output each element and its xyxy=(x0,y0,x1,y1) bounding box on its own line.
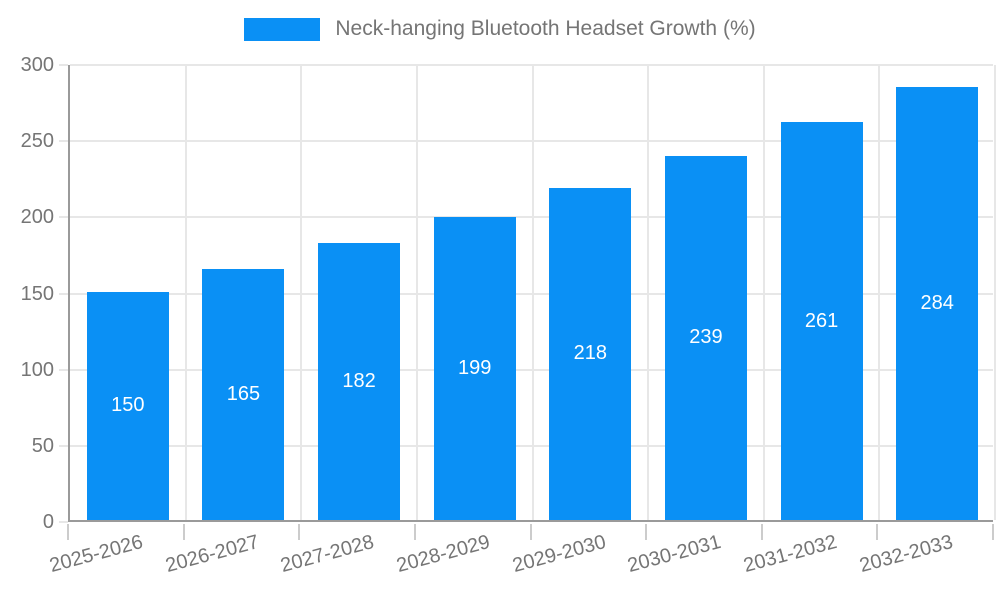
x-axis-label: 2030-2031 xyxy=(625,531,724,578)
bar-value-label: 284 xyxy=(920,292,954,315)
bar-value-label: 182 xyxy=(342,369,376,392)
bar: 261 xyxy=(780,122,863,520)
x-gridline xyxy=(415,65,418,520)
x-tick xyxy=(182,524,185,540)
x-gridline xyxy=(762,65,765,520)
bar: 182 xyxy=(318,242,401,520)
bar: 165 xyxy=(202,268,285,520)
x-tick xyxy=(298,524,301,540)
bar-value-label: 239 xyxy=(689,326,723,349)
x-gridline xyxy=(300,65,303,520)
y-tick xyxy=(59,292,68,295)
bar: 150 xyxy=(86,291,169,520)
bar: 239 xyxy=(664,155,747,520)
x-gridline xyxy=(647,65,650,520)
bar-value-label: 150 xyxy=(111,394,145,417)
y-axis-label: 150 xyxy=(20,282,54,305)
y-axis-label: 250 xyxy=(20,130,54,153)
x-axis-label: 2027-2028 xyxy=(278,531,377,578)
bar: 284 xyxy=(896,87,979,520)
x-tick xyxy=(992,524,994,540)
y-tick xyxy=(59,216,68,219)
bar: 199 xyxy=(433,216,516,520)
x-axis-label: 2028-2029 xyxy=(394,531,493,578)
plot-area: 150 165 182 199 218 239 261 284 xyxy=(68,64,996,522)
x-tick xyxy=(529,524,532,540)
bar: 218 xyxy=(549,187,632,520)
y-axis-label: 200 xyxy=(20,206,54,229)
y-tick xyxy=(59,521,68,523)
y-axis-label: 0 xyxy=(42,511,54,533)
x-axis-label: 2032-2033 xyxy=(856,531,955,578)
x-axis-label: 2025-2026 xyxy=(47,531,146,578)
bar-value-label: 218 xyxy=(573,342,607,365)
y-tick xyxy=(59,444,68,447)
x-tick xyxy=(876,524,879,540)
bar-value-label: 165 xyxy=(226,382,261,405)
x-tick xyxy=(760,524,763,540)
y-tick xyxy=(59,140,68,143)
x-gridline xyxy=(531,65,534,520)
chart-legend: Neck-hanging Bluetooth Headset Growth (%… xyxy=(0,17,1000,41)
y-axis-label: 100 xyxy=(20,358,54,381)
y-tick xyxy=(59,368,68,371)
x-axis-label: 2031-2032 xyxy=(741,531,840,578)
x-tick xyxy=(413,524,416,540)
legend-swatch xyxy=(244,17,321,41)
bar-value-label: 199 xyxy=(458,356,492,379)
bar-value-label: 261 xyxy=(804,309,839,332)
x-gridline xyxy=(184,65,187,520)
y-axis-label: 300 xyxy=(20,54,54,76)
y-tick xyxy=(59,64,68,66)
x-axis-label: 2026-2027 xyxy=(163,531,262,578)
y-axis-label: 50 xyxy=(31,434,54,457)
legend-label: Neck-hanging Bluetooth Headset Growth (%… xyxy=(335,17,756,40)
x-axis-label: 2029-2030 xyxy=(509,531,609,578)
x-tick xyxy=(67,524,69,540)
x-tick xyxy=(645,524,648,540)
x-gridline xyxy=(878,65,881,520)
x-gridline xyxy=(994,65,996,520)
